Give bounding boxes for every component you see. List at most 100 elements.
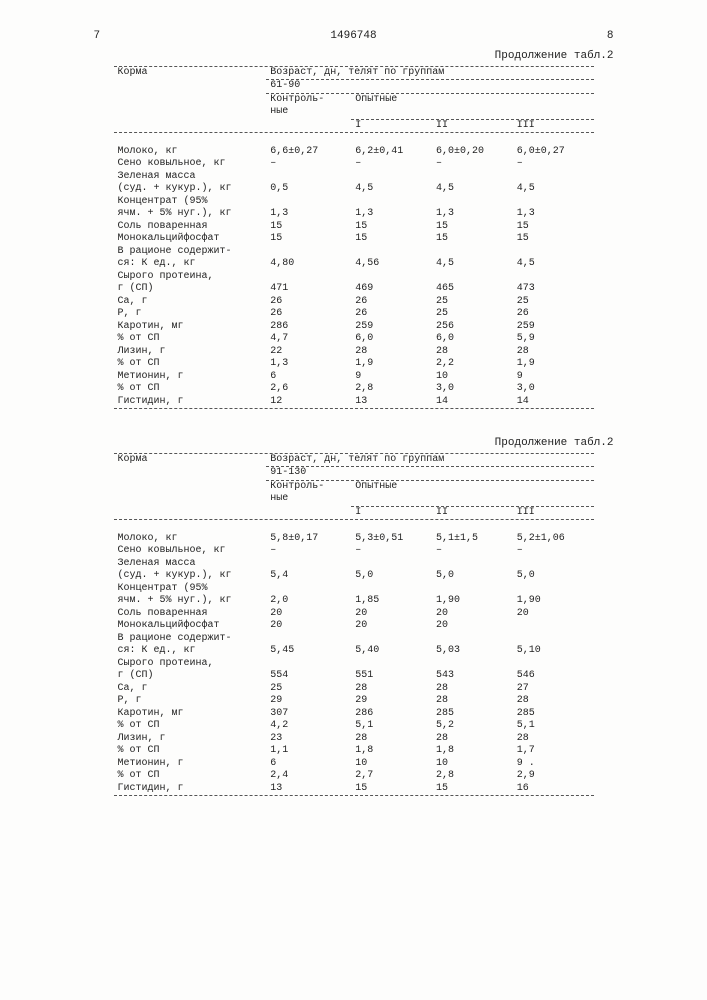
page-number-right: 8 — [607, 30, 614, 44]
cell-value: 20 — [432, 608, 513, 621]
row-label: Концентрат (95% — [114, 583, 267, 596]
cell-value: 469 — [351, 283, 432, 296]
row-label: % от СП — [114, 720, 267, 733]
cell-value: 25 — [513, 296, 594, 309]
cell-value: 15 — [351, 783, 432, 796]
table-row: Сено ковыльное, кг–––– — [114, 158, 594, 171]
cell-value: 6,0 — [432, 333, 513, 346]
row-label: Монокальцийфосфат — [114, 620, 267, 633]
cell-value: 1,90 — [432, 595, 513, 608]
cell-value: 286 — [266, 321, 351, 334]
cell-value: – — [513, 158, 594, 171]
cell-value: 10 — [351, 758, 432, 771]
cell-value — [432, 633, 513, 646]
cell-value: 473 — [513, 283, 594, 296]
cell-value — [266, 633, 351, 646]
row-label: Зеленая масса — [114, 558, 267, 571]
experimental-group-2: II — [432, 507, 513, 520]
table-row: % от СП4,25,15,25,1 — [114, 720, 594, 733]
cell-value: 25 — [432, 308, 513, 321]
cell-value — [351, 583, 432, 596]
table-row: Каротин, мг307286285285 — [114, 708, 594, 721]
cell-value: 1,8 — [432, 745, 513, 758]
table-row: % от СП2,62,83,03,0 — [114, 383, 594, 396]
table-row: ся: К ед., кг5,455,405,035,10 — [114, 645, 594, 658]
page-header: 7 1496748 8 — [94, 30, 614, 44]
table-row: В рационе содержит- — [114, 246, 594, 259]
table-row: Сено ковыльное, кг–––– — [114, 545, 594, 558]
cell-value: 554 — [266, 670, 351, 683]
cell-value: 27 — [513, 683, 594, 696]
cell-value: 1,3 — [351, 208, 432, 221]
row-label: Са, г — [114, 296, 267, 309]
cell-value: 28 — [432, 733, 513, 746]
cell-value: 20 — [513, 608, 594, 621]
cell-value — [513, 658, 594, 671]
row-label: Лизин, г — [114, 346, 267, 359]
cell-value: 1,1 — [266, 745, 351, 758]
table-row: Метионин, г610109 . — [114, 758, 594, 771]
feed-table: КормаВозраст, дн, телят по группам91-130… — [114, 453, 594, 797]
row-label: Монокальцийфосфат — [114, 233, 267, 246]
table-row: Зеленая масса — [114, 171, 594, 184]
row-label: ся: К ед., кг — [114, 258, 267, 271]
document-number: 1496748 — [330, 30, 376, 44]
cell-value: 286 — [351, 708, 432, 721]
cell-value: 20 — [351, 620, 432, 633]
table-row: Соль поваренная15151515 — [114, 221, 594, 234]
cell-value: 1,3 — [266, 358, 351, 371]
cell-value: 5,4 — [266, 570, 351, 583]
table-row: Соль поваренная20202020 — [114, 608, 594, 621]
table-row: В рационе содержит- — [114, 633, 594, 646]
cell-value: 6,6±0,27 — [266, 146, 351, 159]
cell-value: 28 — [351, 683, 432, 696]
table-row: % от СП1,11,81,81,7 — [114, 745, 594, 758]
cell-value: 15 — [266, 233, 351, 246]
cell-value: 465 — [432, 283, 513, 296]
table-row: Р, г26262526 — [114, 308, 594, 321]
cell-value: 6,0±0,27 — [513, 146, 594, 159]
row-label: (суд. + кукур.), кг — [114, 570, 267, 583]
cell-value — [266, 171, 351, 184]
cell-value: 4,7 — [266, 333, 351, 346]
row-label: г (СП) — [114, 283, 267, 296]
row-label: Зеленая масса — [114, 171, 267, 184]
cell-value: 10 — [432, 758, 513, 771]
cell-value: 23 — [266, 733, 351, 746]
row-label: % от СП — [114, 383, 267, 396]
cell-value: 10 — [432, 371, 513, 384]
cell-value: 5,8±0,17 — [266, 533, 351, 546]
cell-value: 5,40 — [351, 645, 432, 658]
table-row: Гистидин, г13151516 — [114, 783, 594, 796]
table-row: ся: К ед., кг4,804,564,54,5 — [114, 258, 594, 271]
cell-value: 5,9 — [513, 333, 594, 346]
cell-value: 5,2±1,06 — [513, 533, 594, 546]
table-row: Лизин, г22282828 — [114, 346, 594, 359]
cell-value: 15 — [266, 221, 351, 234]
cell-value: 9 . — [513, 758, 594, 771]
row-label: Метионин, г — [114, 371, 267, 384]
cell-value: 546 — [513, 670, 594, 683]
cell-value: 1,3 — [513, 208, 594, 221]
cell-value: 15 — [432, 783, 513, 796]
cell-value — [432, 558, 513, 571]
cell-value: 4,5 — [513, 183, 594, 196]
cell-value: 1,3 — [432, 208, 513, 221]
cell-value: 5,0 — [351, 570, 432, 583]
cell-value: 15 — [351, 221, 432, 234]
cell-value: 2,2 — [432, 358, 513, 371]
cell-value — [351, 658, 432, 671]
cell-value: 551 — [351, 670, 432, 683]
cell-value: 285 — [513, 708, 594, 721]
table-row: Молоко, кг5,8±0,175,3±0,515,1±1,55,2±1,0… — [114, 533, 594, 546]
cell-value: 2,9 — [513, 770, 594, 783]
table-row: Лизин, г23282828 — [114, 733, 594, 746]
row-label: г (СП) — [114, 670, 267, 683]
row-label: Сырого протеина, — [114, 658, 267, 671]
experimental-header: Опытные — [351, 481, 593, 506]
row-label: % от СП — [114, 745, 267, 758]
cell-value — [513, 583, 594, 596]
cell-value — [432, 196, 513, 209]
cell-value: 26 — [266, 308, 351, 321]
cell-value: 28 — [351, 733, 432, 746]
